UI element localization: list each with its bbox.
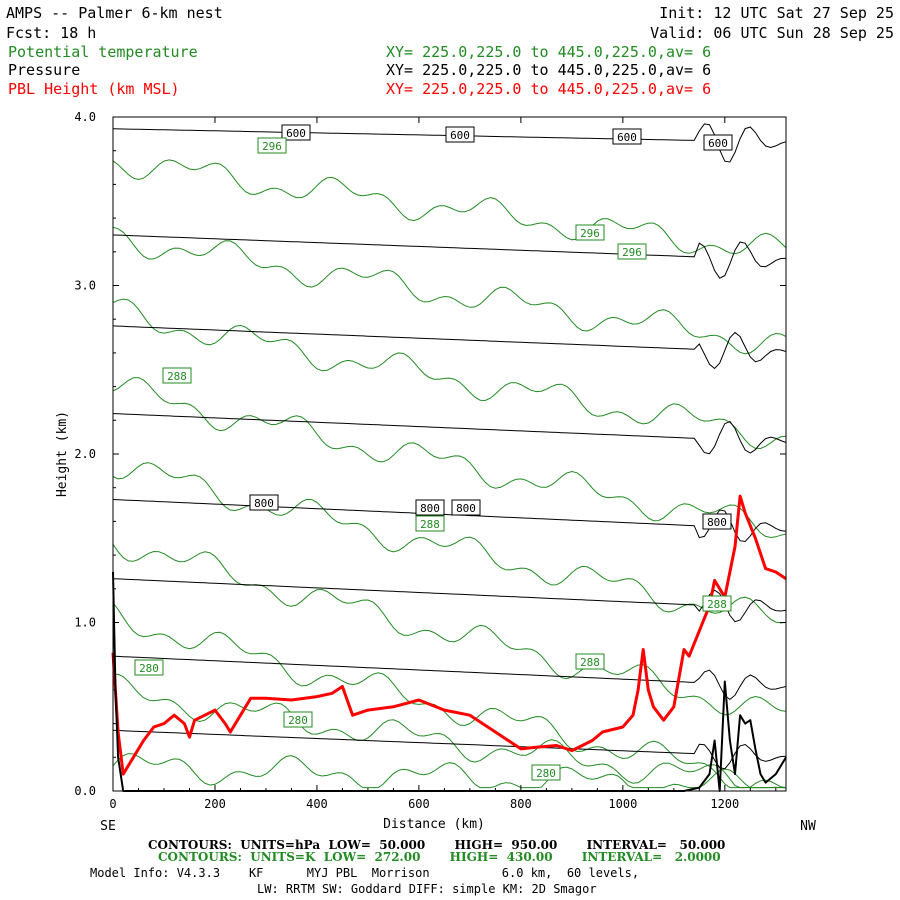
y-tick-label: 3.0 [74,279,96,293]
contour-labels: 600 600 600 600 800 800 800 800 296 296 296 288 288 2… [134,124,733,781]
contour-label-296: 296 [257,137,287,154]
x-tick-label: 1200 [710,797,739,811]
x-tick-label: 1000 [608,797,637,811]
svg-text:288: 288 [580,656,600,669]
field-name-pbl: PBL Height (km MSL) [8,80,180,98]
theta-contour-294 [112,226,787,355]
contour-label-288: 288 [415,515,445,532]
svg-text:800: 800 [420,502,440,515]
svg-text:600: 600 [617,131,637,144]
theta-contour-292 [112,298,787,450]
svg-text:296: 296 [622,246,642,259]
x-axis-label: Distance (km) [383,817,485,832]
x-tick-label: 400 [306,797,328,811]
field-xy-pressure: XY= 225.0,225.0 to 445.0,225.0,av= 6 [386,61,711,79]
theta-contour-282 [112,673,786,789]
theta-contour-286 [112,544,787,716]
pressure-contours [112,123,787,770]
pressure-contour-950 [112,729,787,770]
x-tick-label: 800 [510,797,532,811]
svg-text:800: 800 [254,497,274,510]
y-tick-label: 2.0 [74,447,96,461]
svg-text:600: 600 [708,137,728,150]
theta-contour-290 [112,377,787,539]
contour-label-600: 600 [445,126,475,143]
contour-label-280: 280 [531,764,561,781]
contour-label-280: 280 [134,659,164,676]
svg-text:280: 280 [536,767,556,780]
theta-contour-288 [112,462,787,624]
svg-text:288: 288 [420,518,440,531]
contour-label-600: 600 [281,124,311,141]
svg-text:800: 800 [707,516,727,529]
contour-label-288: 288 [702,595,732,612]
contour-label-296: 296 [617,243,647,260]
theta-contour-284 [112,602,787,789]
contour-label-600: 600 [703,134,733,151]
contour-label-800: 800 [702,513,732,530]
data-series [111,494,787,792]
y-tick-label: 4.0 [74,110,96,124]
field-name-theta: Potential temperature [8,43,198,61]
footer-physics: LW: RRTM SW: Goddard DIFF: simple KM: 2D… [257,882,597,896]
contour-label-600: 600 [612,128,642,145]
y-tick-label: 0.0 [74,784,96,798]
pressure-contour-850 [112,578,787,623]
pressure-contour-900 [112,655,787,701]
footer-pressure-contours: CONTOURS: UNITS=hPa LOW= 50.000 HIGH= 95… [148,838,725,852]
pressure-contour-700 [112,325,787,370]
contour-label-800: 800 [415,499,445,516]
pressure-contour-750 [112,413,787,455]
theta-contour-296 [112,159,787,255]
footer-model-info: Model Info: V4.3.3 KF MYJ PBL Morrison 6… [90,866,639,880]
y-axis-label: Height (km) [55,411,70,497]
svg-text:288: 288 [167,370,187,383]
contour-label-800: 800 [249,494,279,511]
svg-text:280: 280 [288,714,308,727]
x-tick-label: 600 [408,797,430,811]
theta-contours [112,159,787,789]
x-axis-right-end: NW [800,819,816,834]
field-xy-pbl: XY= 225.0,225.0 to 445.0,225.0,av= 6 [386,80,711,98]
svg-text:296: 296 [580,227,600,240]
pressure-contour-800 [112,499,787,543]
svg-text:600: 600 [450,129,470,142]
contour-label-288: 288 [575,653,605,670]
svg-text:800: 800 [456,502,476,515]
pbl-height-line [111,494,787,776]
header-title: AMPS -- Palmer 6-km nest [6,4,223,22]
svg-text:280: 280 [139,662,159,675]
field-name-pressure: Pressure [8,61,80,79]
contour-label-280: 280 [283,711,313,728]
svg-text:288: 288 [707,598,727,611]
header-fcst: Fcst: 18 h [6,24,96,42]
contour-label-296: 296 [575,224,605,241]
y-tick-label: 1.0 [74,616,96,630]
svg-text:600: 600 [286,127,306,140]
x-tick-label: 0 [109,797,116,811]
pressure-contour-650 [112,234,787,279]
plot-frame [112,116,787,792]
axes: 0 200 400 600 800 1000 1200 0.0 1.0 2.0 3.0 4.0 [74,110,786,811]
contour-label-288: 288 [162,367,192,384]
header-init: Init: 12 UTC Sat 27 Sep 25 [659,4,894,22]
header-valid: Valid: 06 UTC Sun 28 Sep 25 [650,24,894,42]
x-axis-left-end: SE [100,819,116,834]
theta-contour-280 [112,753,786,789]
footer-theta-contours: CONTOURS: UNITS=K LOW= 272.00 HIGH= 430.… [158,850,721,864]
field-xy-theta: XY= 225.0,225.0 to 445.0,225.0,av= 6 [386,43,711,61]
contour-label-800: 800 [451,499,481,516]
svg-text:296: 296 [262,140,282,153]
x-tick-label: 200 [204,797,226,811]
